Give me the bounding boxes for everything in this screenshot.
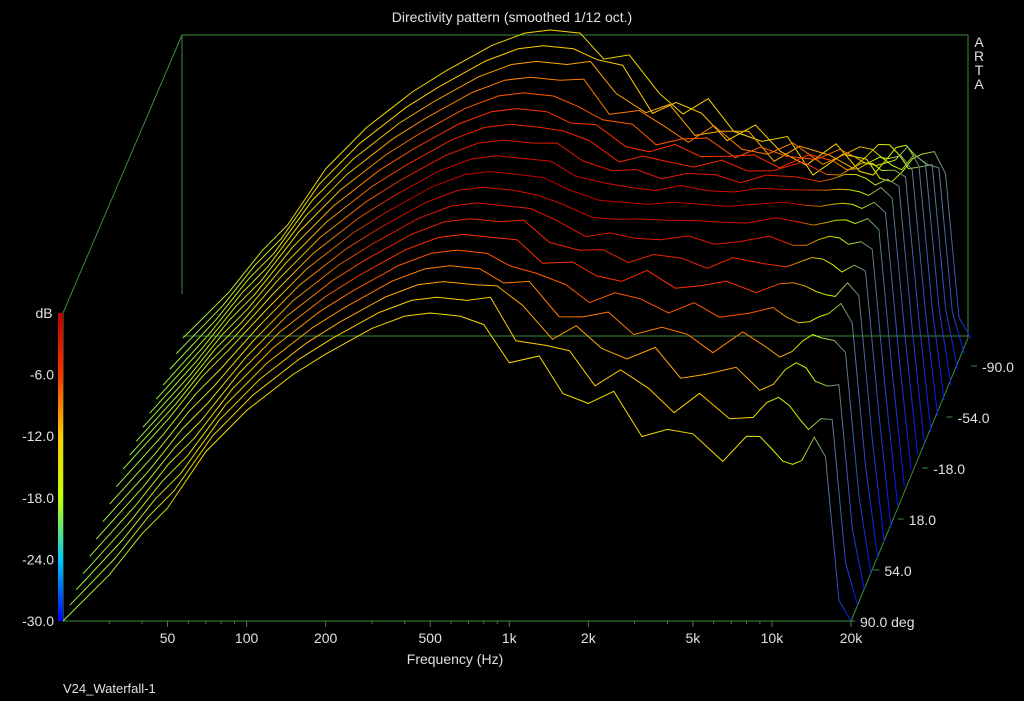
angle-tick-label: 90.0 deg — [860, 614, 915, 630]
x-tick-label: 10k — [761, 630, 785, 646]
angle-tick-label: -54.0 — [958, 410, 990, 426]
z-tick-label: -6.0 — [30, 367, 54, 383]
z-axis-ticks: -6.0 -12.0 -18.0 -24.0 -30.0 — [22, 367, 54, 629]
measurement-name: V24_Waterfall-1 — [63, 681, 156, 696]
z-axis-label: dB — [35, 305, 52, 321]
colorbar — [58, 313, 63, 621]
z-tick-label: -30.0 — [22, 613, 54, 629]
angle-curve — [149, 108, 939, 417]
x-tick-label: 2k — [581, 630, 597, 646]
angle-curve — [89, 249, 879, 559]
angle-tick-label: -18.0 — [933, 461, 965, 477]
angle-curve — [122, 170, 912, 470]
angle-curve — [95, 233, 885, 543]
angle-tick-label: -90.0 — [982, 359, 1014, 375]
angle-curve — [169, 60, 959, 370]
x-tick-label: 50 — [160, 630, 176, 646]
angle-curve — [155, 92, 945, 401]
z-tick-label: -12.0 — [22, 428, 54, 444]
angle-curve — [115, 186, 905, 488]
x-tick-label: 20k — [840, 630, 864, 646]
frame-left-diagonal — [62, 34, 183, 314]
brand-letter: T — [974, 62, 984, 78]
angle-curve — [102, 218, 892, 527]
angle-tick-label: 18.0 — [909, 512, 936, 528]
x-tick-label: 500 — [419, 630, 443, 646]
angle-curve — [82, 265, 872, 575]
z-tick-label: -24.0 — [22, 551, 54, 567]
x-tick-label: 100 — [235, 630, 259, 646]
x-tick-label: 1k — [502, 630, 518, 646]
x-axis-label: Frequency (Hz) — [407, 651, 503, 667]
angle-axis-ticks: -90.0 -54.0 -18.0 18.0 54.0 90.0 deg — [849, 359, 1014, 630]
angle-curve — [69, 296, 859, 606]
x-axis-ticks: 50 100 200 500 1k 2k 5k 10k 20k — [108, 621, 864, 646]
angle-curve — [62, 312, 852, 622]
angle-curve — [109, 202, 899, 506]
chart-title: Directivity pattern (smoothed 1/12 oct.) — [391, 9, 633, 25]
angle-curve — [129, 155, 919, 456]
angle-curve — [135, 139, 925, 443]
angle-curve — [182, 29, 972, 339]
angle-tick-label: 54.0 — [884, 563, 911, 579]
color-scale — [58, 313, 63, 621]
angle-curve — [142, 123, 932, 433]
x-tick-label: 200 — [314, 630, 338, 646]
angle-curve — [175, 45, 965, 355]
curve-series-group — [62, 29, 972, 622]
z-tick-label: -18.0 — [22, 490, 54, 506]
brand-letter: A — [974, 76, 984, 92]
brand-letter: R — [973, 48, 985, 64]
brand-logo: A R T A — [972, 35, 986, 91]
angle-curve — [162, 76, 952, 386]
angle-curve — [75, 281, 865, 590]
brand-letter: A — [974, 34, 984, 50]
x-tick-label: 5k — [685, 630, 701, 646]
